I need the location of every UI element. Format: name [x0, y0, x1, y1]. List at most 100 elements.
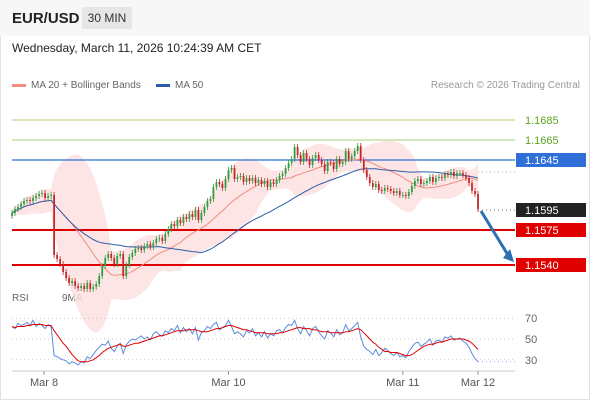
candle-body [432, 177, 434, 182]
rsi-layer: 70 50 30 [11, 313, 537, 367]
candle-body [299, 155, 302, 162]
price-levels-layer [12, 119, 515, 266]
candle-body [329, 162, 332, 163]
rsi-tick-70: 70 [525, 313, 537, 325]
candle-body [161, 238, 164, 241]
candle-body [44, 193, 46, 198]
level-label-box-pivot [516, 153, 586, 167]
candle-body [323, 164, 326, 171]
candle-body [350, 156, 353, 159]
candle-body [269, 182, 272, 187]
candle-body [401, 195, 404, 196]
candle-body [80, 286, 82, 288]
candle-body [152, 243, 155, 247]
candle-body [462, 173, 464, 175]
time-tick-label: Mar 8 [30, 377, 58, 389]
time-tick-label: Mar 11 [386, 377, 419, 389]
candle-body [143, 246, 146, 250]
candle-body [197, 210, 200, 220]
rsi-tick-50: 50 [525, 334, 537, 346]
candle-body [167, 229, 170, 234]
moving-average-layer [11, 158, 479, 276]
candle-body [188, 214, 191, 219]
candle-body [356, 146, 359, 151]
candle-body [287, 163, 290, 168]
level-label-box-support-1 [516, 223, 586, 237]
candle-body [438, 177, 440, 178]
candle-body [128, 257, 131, 265]
candle-body [215, 182, 218, 187]
candle-body [281, 174, 284, 176]
candle-body [242, 176, 245, 182]
candle-body [275, 180, 278, 184]
candle-body [260, 180, 263, 184]
candle-body [233, 168, 236, 179]
candle-body [453, 172, 455, 176]
candle-body [29, 200, 31, 201]
candle-body [411, 186, 413, 192]
candle-body [131, 253, 134, 257]
candle-body [341, 162, 344, 164]
candle-body [468, 178, 470, 183]
candles-layer [11, 143, 514, 292]
candle-body [14, 209, 16, 213]
candle-body [146, 244, 149, 246]
candle-body [426, 181, 428, 183]
candle-body [158, 238, 161, 239]
candle-body [149, 244, 152, 247]
candle-body [221, 184, 224, 188]
candle-body [362, 160, 365, 170]
candle-body [407, 192, 410, 196]
candle-body [326, 162, 329, 171]
candle-body [353, 151, 356, 156]
candle-body [450, 172, 452, 175]
candle-body [95, 284, 98, 287]
candle-body [26, 200, 28, 201]
time-tick-label: Mar 10 [211, 377, 245, 389]
timeframe-chip[interactable]: 30 MIN [82, 7, 132, 29]
candle-body [134, 249, 137, 253]
candle-body [263, 181, 266, 184]
candle-body [164, 234, 167, 241]
candle-body [371, 183, 374, 187]
candle-body [308, 159, 311, 165]
rsi-line [11, 319, 479, 366]
candle-body [293, 147, 296, 159]
candle-body [35, 196, 37, 198]
level-label-support-1: 1.1575 [525, 225, 559, 237]
candle-body [257, 180, 260, 183]
candle-body [314, 155, 317, 158]
level-label-support-2: 1.1540 [525, 260, 559, 272]
candle-body [77, 286, 79, 288]
candle-body [47, 196, 49, 198]
candle-body [179, 220, 182, 223]
level-labels-layer: 1.1685 1.1665 1.1645 1.1595 1.1575 1.1540 [516, 115, 586, 272]
candle-body [83, 286, 86, 289]
candle-body [206, 201, 209, 207]
candle-body [456, 173, 458, 176]
candle-body [53, 195, 55, 255]
candle-body [471, 183, 473, 191]
candle-body [392, 191, 395, 193]
candle-body [200, 213, 203, 220]
candle-body [203, 207, 206, 213]
candle-body [278, 176, 281, 180]
ma50-label: MA 50 [175, 80, 204, 91]
candle-body [59, 259, 61, 264]
ma20-line [11, 158, 479, 276]
candle-body [50, 195, 52, 196]
candle-body [386, 188, 389, 189]
candle-body [11, 213, 13, 216]
candle-body [272, 182, 275, 184]
candle-body [377, 184, 380, 190]
candle-body [389, 189, 392, 191]
candle-body [404, 195, 407, 196]
legend-rsi: RSI [12, 293, 29, 304]
candle-body [444, 174, 446, 178]
candle-body [435, 178, 437, 182]
candle-body [266, 181, 269, 187]
candle-body [224, 179, 227, 188]
candle-body [191, 214, 194, 217]
candle-body [365, 170, 368, 177]
